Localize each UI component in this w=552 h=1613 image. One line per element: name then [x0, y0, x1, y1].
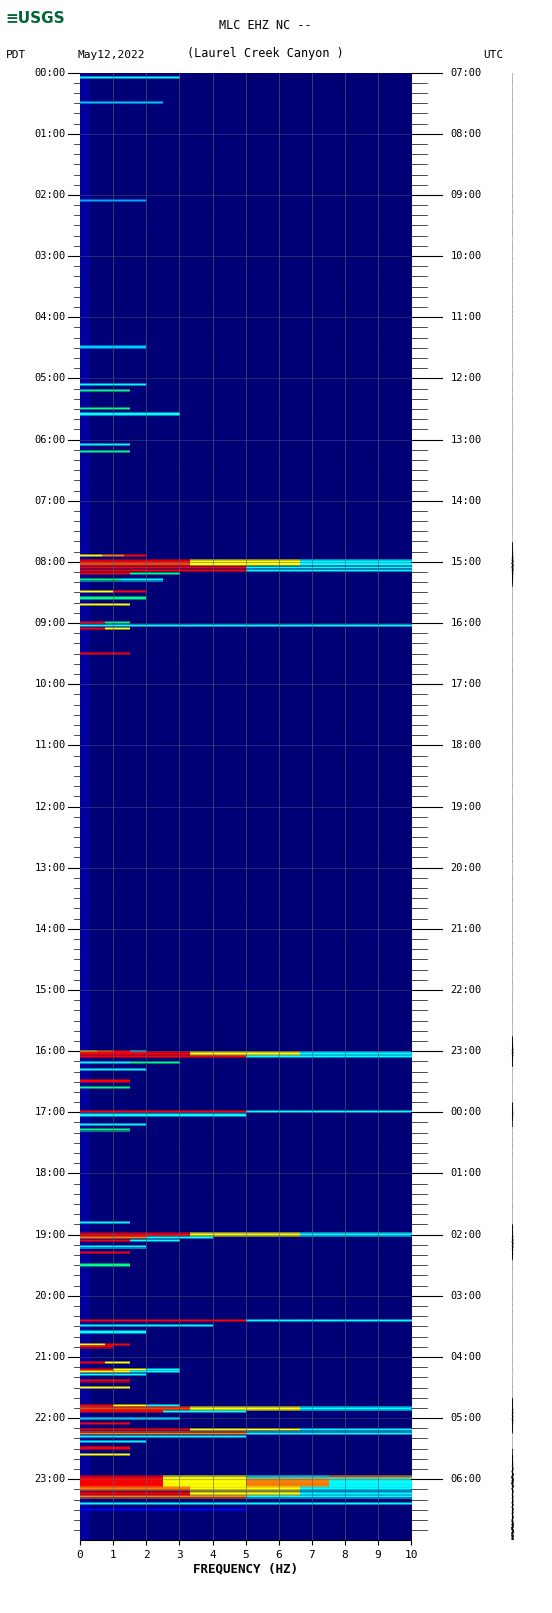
Text: 14:00: 14:00: [450, 495, 482, 506]
Text: 08:00: 08:00: [450, 129, 482, 139]
Text: 03:00: 03:00: [34, 252, 66, 261]
Text: 10:00: 10:00: [450, 252, 482, 261]
Text: 00:00: 00:00: [450, 1107, 482, 1118]
Text: 21:00: 21:00: [34, 1352, 66, 1361]
Text: 05:00: 05:00: [34, 373, 66, 384]
Text: 19:00: 19:00: [450, 802, 482, 811]
Text: 09:00: 09:00: [34, 618, 66, 627]
Text: 12:00: 12:00: [34, 802, 66, 811]
Text: 09:00: 09:00: [450, 190, 482, 200]
Text: 14:00: 14:00: [34, 924, 66, 934]
Text: 20:00: 20:00: [450, 863, 482, 873]
Text: 01:00: 01:00: [450, 1168, 482, 1179]
Text: 06:00: 06:00: [34, 434, 66, 445]
Text: 11:00: 11:00: [450, 313, 482, 323]
Text: 23:00: 23:00: [450, 1047, 482, 1057]
Text: PDT: PDT: [6, 50, 26, 60]
Text: 05:00: 05:00: [450, 1413, 482, 1423]
Text: MLC EHZ NC --: MLC EHZ NC --: [219, 19, 311, 32]
Text: 21:00: 21:00: [450, 924, 482, 934]
Text: 17:00: 17:00: [34, 1107, 66, 1118]
Text: 22:00: 22:00: [34, 1413, 66, 1423]
Text: 19:00: 19:00: [34, 1229, 66, 1240]
Text: 08:00: 08:00: [34, 556, 66, 566]
Text: 16:00: 16:00: [450, 618, 482, 627]
Text: ≡USGS: ≡USGS: [6, 11, 65, 26]
Text: 07:00: 07:00: [450, 68, 482, 77]
Text: 04:00: 04:00: [450, 1352, 482, 1361]
Text: (Laurel Creek Canyon ): (Laurel Creek Canyon ): [187, 47, 343, 60]
Text: 00:00: 00:00: [34, 68, 66, 77]
Text: 15:00: 15:00: [34, 986, 66, 995]
Text: 17:00: 17:00: [450, 679, 482, 689]
Text: 22:00: 22:00: [450, 986, 482, 995]
Text: 02:00: 02:00: [450, 1229, 482, 1240]
Text: 11:00: 11:00: [34, 740, 66, 750]
Text: UTC: UTC: [483, 50, 503, 60]
Text: 13:00: 13:00: [34, 863, 66, 873]
Text: 03:00: 03:00: [450, 1290, 482, 1300]
X-axis label: FREQUENCY (HZ): FREQUENCY (HZ): [193, 1563, 298, 1576]
Text: 18:00: 18:00: [34, 1168, 66, 1179]
Text: 06:00: 06:00: [450, 1474, 482, 1484]
Text: 07:00: 07:00: [34, 495, 66, 506]
Text: May12,2022: May12,2022: [77, 50, 145, 60]
Text: 13:00: 13:00: [450, 434, 482, 445]
Text: 02:00: 02:00: [34, 190, 66, 200]
Text: 20:00: 20:00: [34, 1290, 66, 1300]
Text: 12:00: 12:00: [450, 373, 482, 384]
Text: 16:00: 16:00: [34, 1047, 66, 1057]
Text: 15:00: 15:00: [450, 556, 482, 566]
Text: 04:00: 04:00: [34, 313, 66, 323]
Text: 18:00: 18:00: [450, 740, 482, 750]
Text: 01:00: 01:00: [34, 129, 66, 139]
Text: 10:00: 10:00: [34, 679, 66, 689]
Text: 23:00: 23:00: [34, 1474, 66, 1484]
